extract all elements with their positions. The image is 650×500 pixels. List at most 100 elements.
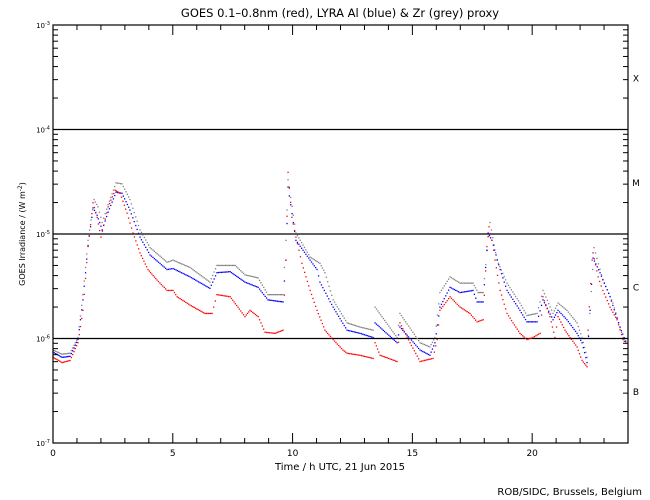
- data-point: [435, 325, 437, 327]
- data-point: [589, 312, 591, 315]
- data-point: [114, 185, 116, 188]
- data-point: [92, 207, 94, 209]
- data-point: [455, 289, 457, 291]
- data-point: [419, 360, 421, 363]
- data-point: [230, 264, 232, 267]
- data-point: [389, 358, 391, 360]
- data-point: [170, 268, 173, 270]
- data-point: [448, 289, 450, 291]
- data-point: [186, 274, 188, 277]
- data-point: [490, 237, 492, 239]
- data-point: [274, 294, 276, 296]
- data-point: [257, 286, 259, 288]
- data-point: [418, 347, 420, 350]
- data-point: [272, 300, 275, 302]
- data-point: [207, 280, 210, 282]
- data-point: [479, 320, 481, 322]
- data-point: [433, 339, 435, 341]
- data-point: [65, 353, 67, 355]
- data-point: [443, 298, 445, 300]
- data-point: [549, 313, 551, 315]
- data-point: [535, 335, 537, 337]
- data-point: [110, 204, 112, 207]
- data-point: [61, 361, 63, 364]
- data-point: [62, 353, 65, 355]
- data-point: [242, 314, 245, 316]
- data-point: [202, 283, 204, 285]
- data-point: [299, 256, 302, 258]
- data-point: [587, 329, 589, 331]
- data-point: [207, 312, 209, 315]
- data-point: [244, 274, 246, 276]
- data-point: [431, 341, 434, 343]
- data-point: [446, 280, 448, 282]
- data-point: [319, 281, 321, 283]
- data-point: [112, 198, 115, 200]
- data-point: [121, 192, 123, 194]
- data-point: [564, 317, 567, 319]
- data-point: [165, 288, 167, 290]
- data-point: [190, 305, 193, 307]
- data-point: [416, 337, 418, 340]
- data-point: [79, 325, 82, 328]
- data-point: [333, 340, 336, 342]
- data-point: [332, 306, 334, 308]
- data-point: [240, 270, 242, 272]
- data-point: [548, 310, 550, 312]
- data-point: [329, 335, 332, 338]
- data-point: [590, 290, 592, 293]
- data-point: [420, 360, 423, 362]
- data-point: [573, 318, 575, 320]
- data-point: [285, 239, 287, 241]
- data-point: [600, 274, 603, 276]
- data-point: [145, 246, 147, 248]
- data-point: [66, 352, 69, 355]
- data-point: [537, 307, 540, 309]
- data-point: [592, 257, 594, 259]
- data-point: [292, 223, 294, 225]
- data-point: [321, 267, 324, 269]
- data-point: [342, 315, 344, 317]
- data-point: [502, 277, 504, 279]
- data-point: [138, 248, 140, 250]
- data-point: [533, 313, 535, 315]
- data-point: [415, 344, 417, 346]
- data-point: [449, 296, 451, 298]
- data-point: [211, 312, 213, 315]
- data-point: [500, 273, 503, 275]
- data-point: [558, 311, 561, 313]
- data-point: [165, 267, 167, 269]
- data-point: [402, 317, 404, 319]
- data-point: [399, 322, 401, 324]
- data-point: [103, 217, 105, 219]
- data-point: [193, 270, 195, 272]
- data-point: [100, 216, 102, 218]
- data-point: [425, 352, 427, 354]
- data-point: [466, 282, 468, 284]
- data-point: [233, 301, 235, 303]
- data-point: [459, 291, 461, 294]
- data-point: [560, 312, 562, 315]
- data-point: [194, 307, 197, 309]
- data-point: [418, 358, 420, 360]
- data-point: [546, 308, 548, 310]
- data-point: [392, 359, 394, 361]
- data-point: [576, 332, 578, 334]
- data-point: [116, 182, 119, 184]
- data-point: [149, 254, 151, 256]
- data-point: [245, 282, 248, 284]
- data-point: [197, 309, 199, 311]
- data-point: [83, 293, 85, 295]
- data-point: [223, 271, 225, 273]
- data-point: [209, 281, 211, 283]
- data-point: [287, 179, 289, 181]
- data-point: [128, 196, 130, 198]
- data-point: [228, 271, 230, 273]
- data-point: [160, 264, 163, 266]
- data-point: [173, 268, 176, 270]
- data-point: [384, 330, 386, 333]
- data-point: [93, 198, 95, 201]
- data-point: [366, 356, 368, 358]
- data-point: [533, 336, 535, 338]
- data-point: [136, 228, 138, 231]
